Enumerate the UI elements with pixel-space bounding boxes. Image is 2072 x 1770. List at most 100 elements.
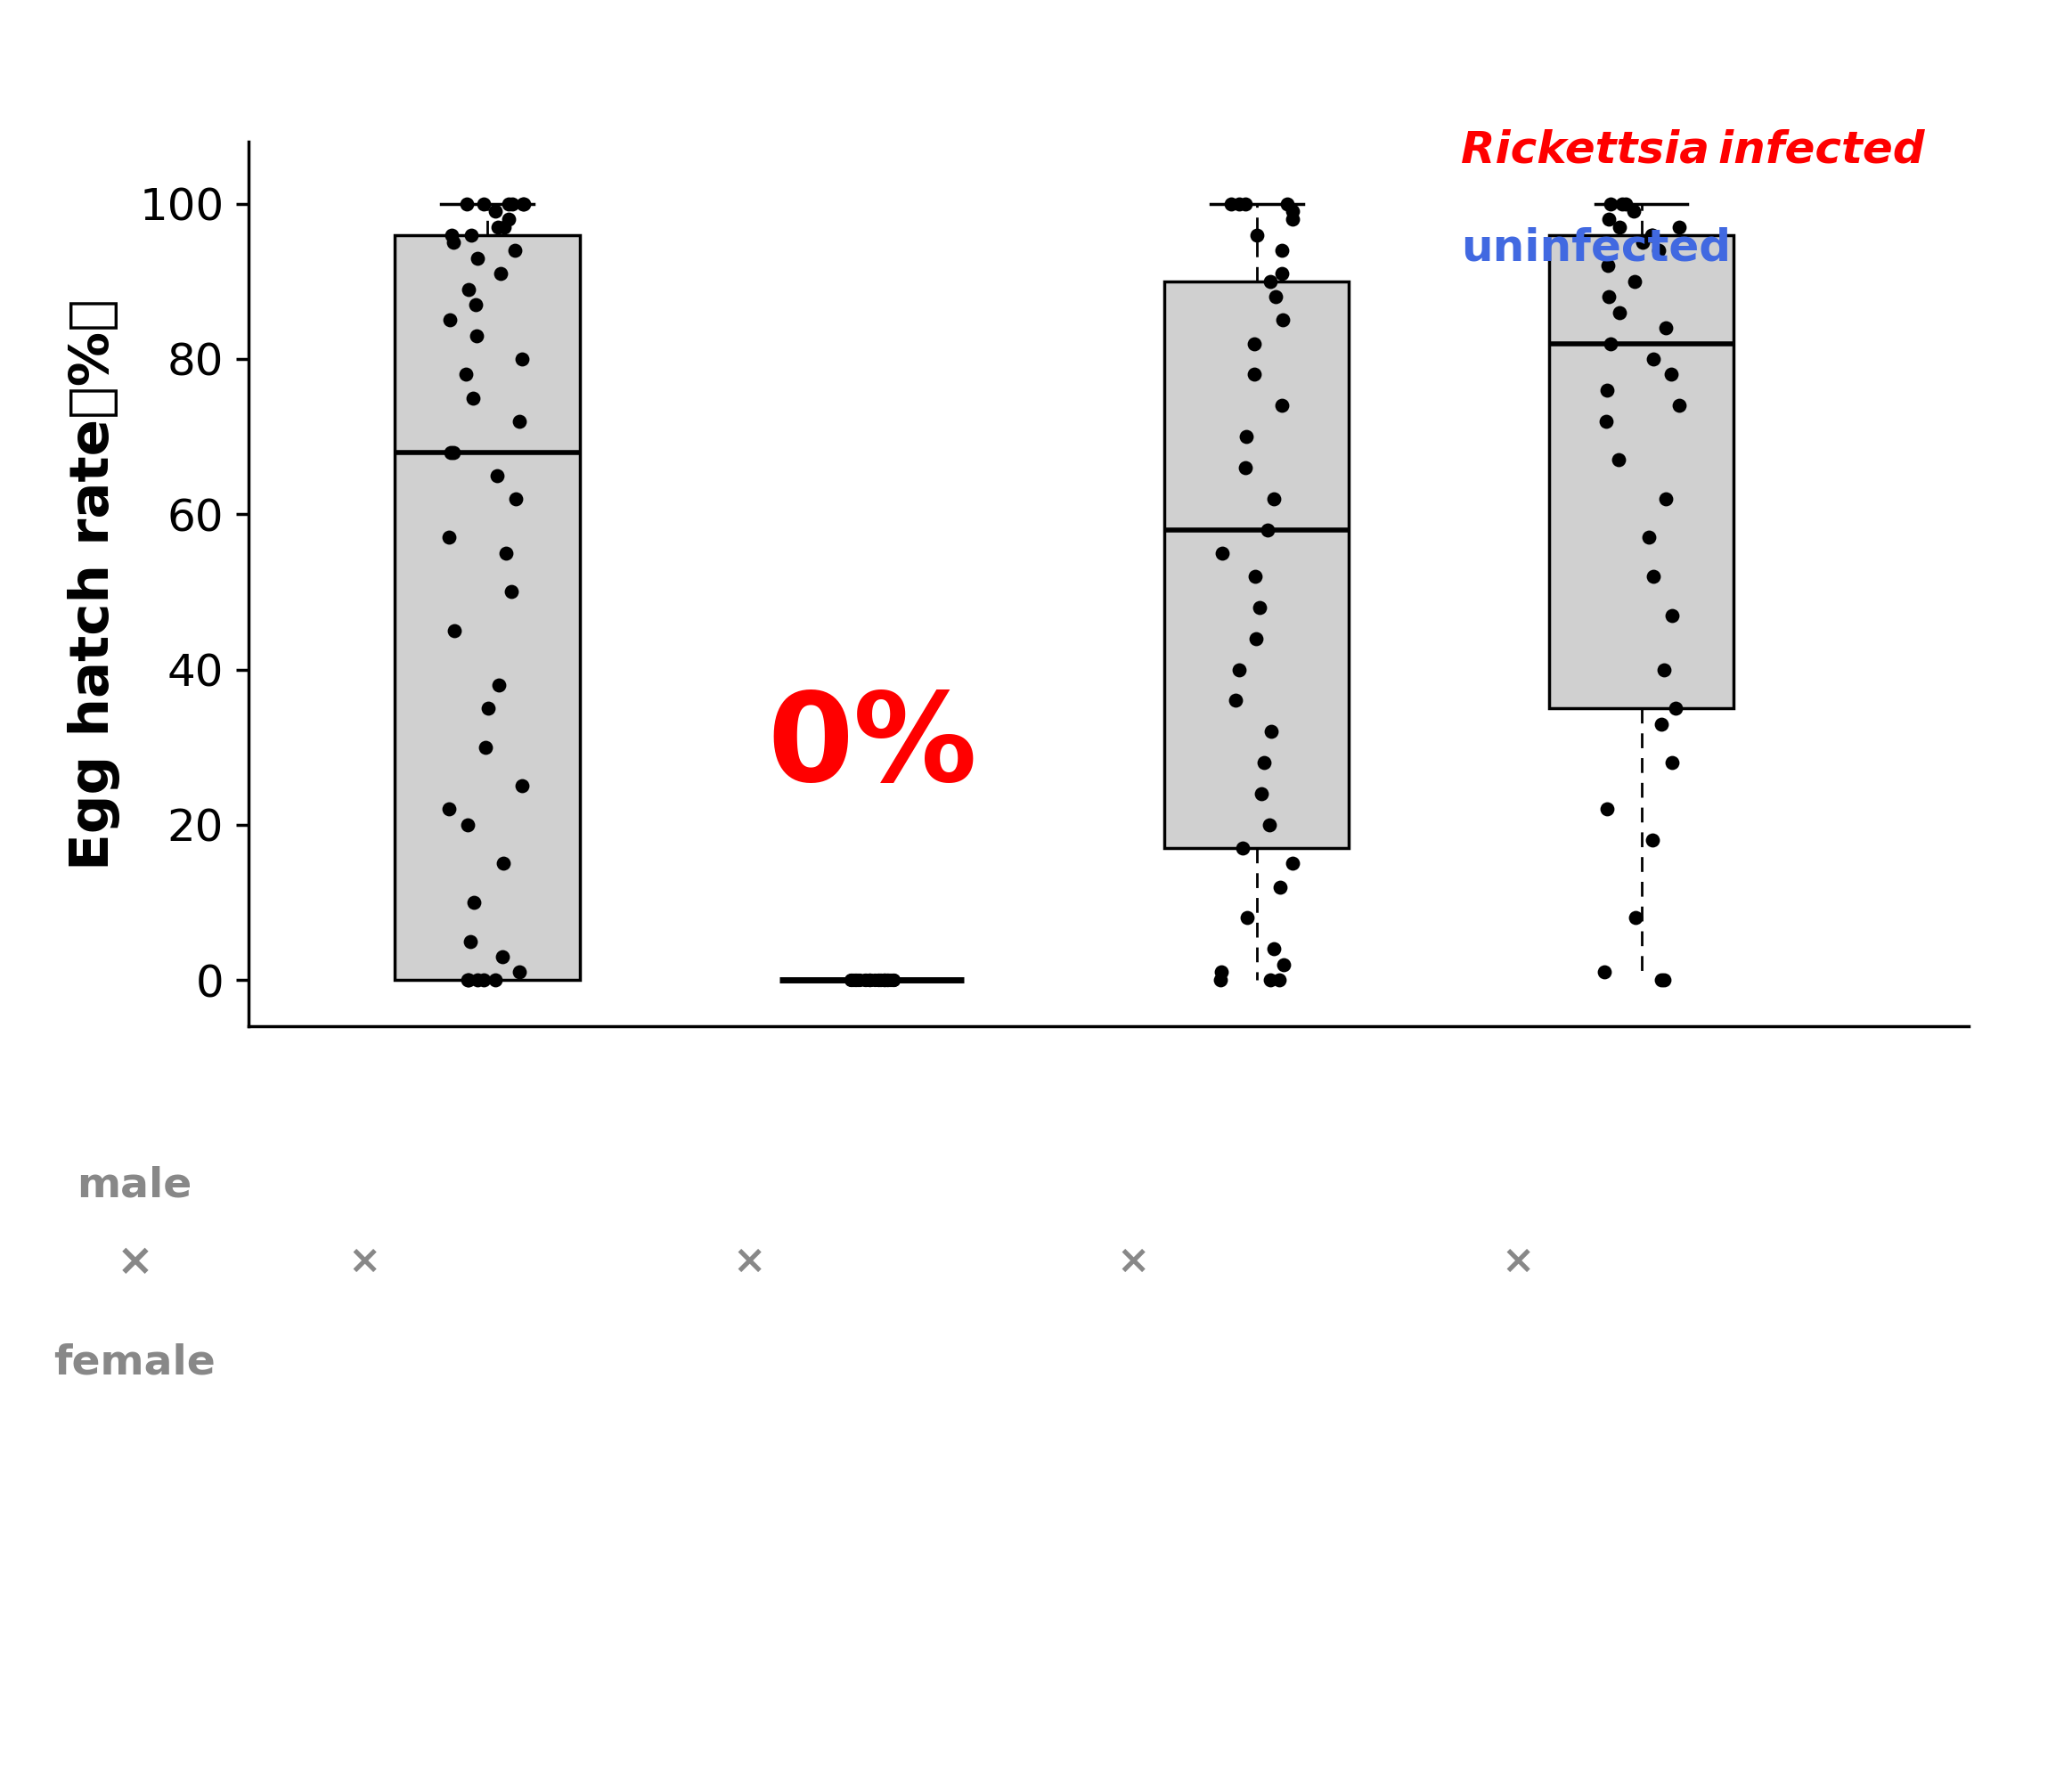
Point [1260,283,1293,312]
Point [1214,189,1247,218]
Point [852,966,885,995]
Point [868,966,901,995]
Point [1645,966,1678,995]
Text: ×: × [116,1241,153,1283]
Point [1618,267,1651,296]
Point [1608,189,1641,218]
Point [479,966,512,995]
Point [1243,593,1276,621]
Point [1247,749,1280,777]
Point [1264,873,1297,901]
Point [1649,485,1682,513]
Point [1591,375,1624,404]
Point [1647,966,1680,995]
Point [433,795,466,823]
Point [1604,297,1637,326]
Point [1258,935,1291,963]
Point [1266,306,1299,335]
Point [870,966,903,995]
Text: female: female [54,1343,215,1382]
Point [835,966,868,995]
Point [462,966,495,995]
Point [452,274,485,303]
Point [433,306,466,335]
Point [1245,779,1278,807]
Bar [396,235,580,981]
Point [454,927,487,956]
Point [1647,655,1680,683]
Point [839,966,872,995]
Point [468,733,501,761]
Point [1204,966,1237,995]
Point [868,966,901,995]
Point [1641,235,1674,264]
Point [456,384,489,412]
Point [1266,950,1299,979]
Point [450,361,483,389]
Point [1591,251,1624,280]
Point [1218,687,1251,715]
Point [495,189,528,218]
Point [1602,446,1635,474]
Point [1656,749,1689,777]
Point [470,694,503,722]
Point [452,811,485,839]
Point [506,772,539,800]
Point [499,485,533,513]
Point [1591,205,1624,234]
Point [437,616,470,644]
Point [1251,811,1285,839]
Point [487,850,520,878]
Point [1593,283,1627,312]
Text: ×: × [1502,1243,1535,1281]
Point [862,966,895,995]
Point [870,966,903,995]
Point [1237,329,1270,358]
Point [483,671,516,699]
Text: Rickettsia infected: Rickettsia infected [1461,129,1925,172]
Point [1653,361,1687,389]
Point [503,407,537,435]
Text: ×: × [731,1243,765,1281]
Point [1635,827,1668,855]
Point [497,235,530,264]
Point [1239,563,1272,591]
Point [874,966,908,995]
Point [1616,196,1649,225]
Point [1662,391,1695,419]
Point [1254,717,1287,745]
Bar [1550,235,1734,708]
Point [1662,212,1695,241]
Point [487,212,520,241]
Point [506,189,539,218]
Point [864,966,897,995]
Point [1587,958,1620,986]
Point [437,437,470,466]
Point [1266,260,1299,289]
Point [841,966,874,995]
Point [485,943,518,972]
Point [458,290,491,319]
Point [1606,189,1639,218]
Point [1222,655,1256,683]
Point [460,322,493,350]
Text: uninfected: uninfected [1461,227,1730,269]
Point [1618,904,1651,933]
Text: ×: × [1117,1243,1150,1281]
Point [468,966,501,995]
Point [508,189,541,218]
Point [1229,423,1262,451]
Point [1266,235,1299,264]
Point [1593,329,1627,358]
Point [1254,267,1287,296]
Point [1276,850,1310,878]
Point [1637,563,1670,591]
Point [1593,189,1627,218]
Point [1645,710,1678,738]
Point [452,966,485,995]
Text: ×: × [348,1243,381,1281]
Point [1206,958,1239,986]
Point [458,889,491,917]
Point [1637,345,1670,373]
Point [1266,391,1299,419]
